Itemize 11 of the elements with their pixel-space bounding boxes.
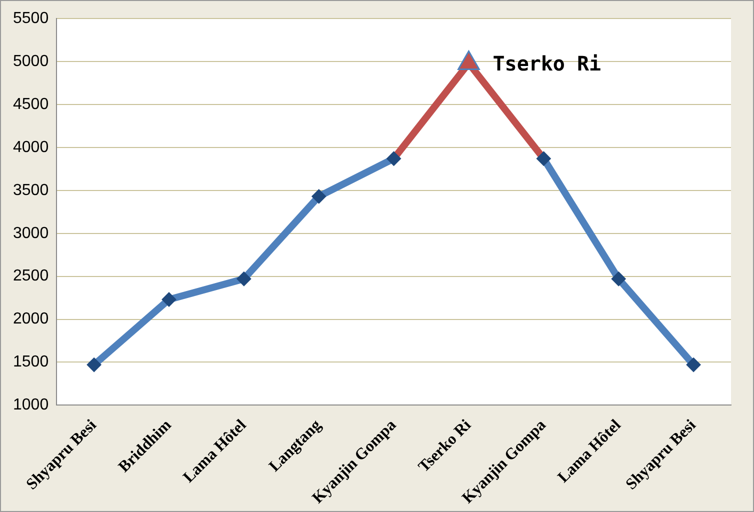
annotation: Tserko Ri <box>492 51 602 76</box>
y-tick-label: 3000 <box>13 224 49 242</box>
y-tick-label: 3500 <box>13 182 49 199</box>
y-tick-label: 1500 <box>13 354 49 371</box>
y-tick-label: 4000 <box>13 138 49 156</box>
y-tick-label: 5000 <box>13 52 49 70</box>
y-tick-label: 4500 <box>13 96 49 113</box>
y-tick-label: 1000 <box>13 396 49 414</box>
y-tick-label: 2500 <box>13 268 49 285</box>
y-tick-label: 5500 <box>13 10 49 28</box>
y-tick-label: 2000 <box>13 310 49 328</box>
